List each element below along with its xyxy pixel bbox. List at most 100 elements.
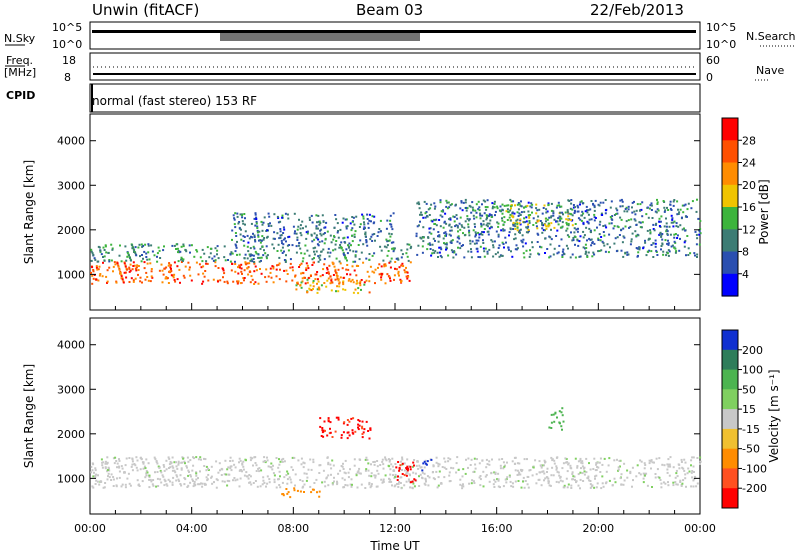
echo-cell [646, 484, 649, 487]
colorbar-tick-label: -50 [742, 443, 760, 456]
echo-cell [150, 244, 153, 247]
echo-cell [319, 275, 322, 278]
echo-cell [586, 211, 589, 214]
echo-cell [477, 231, 480, 234]
echo-cell [125, 268, 128, 271]
echo-cell [638, 472, 641, 475]
echo-cell [345, 218, 348, 221]
echo-cell [346, 252, 349, 255]
echo-cell [519, 231, 521, 234]
echo-cell [696, 253, 699, 256]
echo-cell [603, 457, 606, 460]
echo-cell [260, 272, 263, 275]
echo-cell [280, 458, 283, 461]
echo-cell [527, 214, 530, 217]
echo-cell [112, 478, 115, 481]
echo-cell [393, 477, 396, 480]
echo-cell [256, 229, 259, 232]
echo-cell [350, 229, 353, 232]
echo-cell [186, 466, 188, 469]
echo-cell [255, 269, 258, 272]
echo-cell [488, 463, 491, 466]
echo-cell [571, 239, 574, 242]
echo-cell [620, 198, 623, 201]
echo-cell [691, 470, 694, 472]
echo-cell [479, 256, 482, 259]
echo-cell [516, 247, 519, 250]
echo-cell [135, 466, 138, 469]
echo-cell [448, 223, 451, 226]
echo-cell [486, 222, 489, 225]
echo-cell [322, 233, 325, 236]
echo-cell [633, 218, 636, 221]
echo-cell [699, 232, 702, 235]
echo-cell [394, 473, 397, 476]
echo-cell [477, 208, 480, 211]
echo-cell [141, 281, 143, 284]
nave-tick-top: 60 [706, 54, 720, 67]
echo-cell [396, 479, 399, 481]
echo-cell [326, 279, 329, 282]
echo-cell [474, 234, 477, 236]
echo-cell [128, 457, 131, 459]
echo-cell [321, 240, 324, 243]
echo-cell [188, 268, 191, 271]
echo-cell [460, 201, 463, 204]
echo-cell [389, 468, 392, 471]
echo-cell [423, 482, 426, 485]
echo-cell [590, 218, 593, 221]
echo-cell [576, 466, 579, 469]
echo-cell [123, 471, 126, 474]
echo-cell [330, 473, 332, 476]
echo-cell [443, 476, 446, 479]
echo-cell [380, 273, 383, 275]
echo-cell [200, 458, 202, 461]
echo-cell [550, 228, 552, 231]
echo-cell [205, 476, 208, 479]
echo-cell [529, 205, 532, 208]
echo-cell [216, 249, 219, 252]
echo-cell [162, 464, 165, 466]
echo-cell [104, 467, 107, 470]
echo-cell [341, 267, 344, 270]
echo-cell [398, 467, 401, 470]
echo-cell [323, 232, 326, 234]
echo-cell [475, 211, 478, 214]
echo-cell [426, 475, 429, 478]
echo-cell [468, 482, 471, 485]
echo-cell [499, 467, 502, 470]
echo-cell [486, 217, 488, 219]
echo-cell [329, 421, 332, 424]
echo-cell [450, 466, 453, 469]
echo-cell [306, 264, 309, 267]
echo-cell [661, 238, 664, 241]
echo-cell [277, 217, 280, 219]
echo-cell [601, 463, 604, 466]
echo-cell [461, 475, 464, 478]
echo-cell [627, 205, 630, 208]
echo-cell [253, 217, 256, 220]
echo-cell [389, 266, 392, 269]
echo-cell [253, 456, 256, 459]
echo-cell [531, 474, 534, 477]
echo-cell [681, 216, 683, 219]
echo-cell [241, 272, 243, 275]
echo-cell [260, 220, 263, 223]
echo-cell [699, 463, 701, 465]
echo-cell [566, 211, 569, 213]
echo-cell [249, 259, 252, 262]
echo-cell [584, 250, 587, 253]
echo-cell [523, 210, 526, 213]
echo-cell [453, 220, 456, 223]
echo-cell [698, 233, 701, 236]
echo-cell [189, 459, 192, 462]
echo-cell [590, 244, 593, 247]
echo-cell [99, 273, 102, 275]
echo-cell [402, 265, 405, 267]
echo-cell [146, 258, 149, 261]
echo-cell [489, 213, 492, 216]
echo-cell [285, 269, 288, 272]
echo-cell [513, 456, 516, 459]
echo-cell [625, 220, 628, 223]
echo-cell [581, 202, 584, 205]
